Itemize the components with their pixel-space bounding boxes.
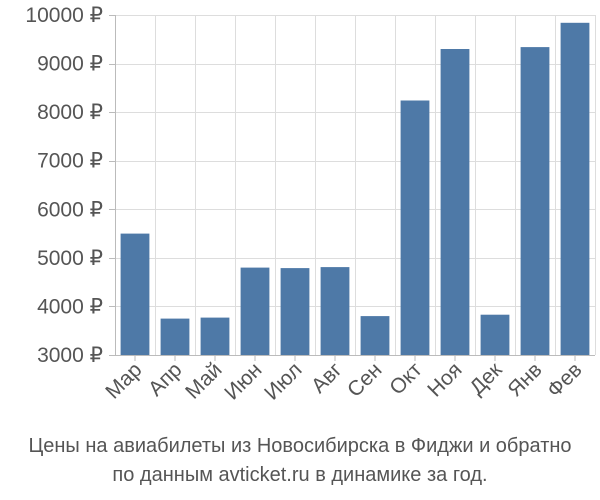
axes (115, 15, 595, 356)
y-tick-label: 6000 ₽ (37, 198, 103, 221)
x-tick-label: Янв (503, 358, 546, 401)
x-tick-label: Июл (260, 358, 306, 404)
x-tick-label: Окт (385, 358, 427, 400)
bar-Апр (160, 318, 190, 355)
x-tick-label: Июн (220, 358, 266, 404)
y-tick-label: 10000 ₽ (25, 4, 103, 27)
bar-Мар (120, 233, 150, 355)
bar-Ноя (440, 49, 470, 355)
y-tick-label: 5000 ₽ (37, 247, 103, 270)
bar-Дек (480, 314, 510, 355)
bar-Сен (360, 316, 390, 355)
y-tick-label: 7000 ₽ (37, 150, 103, 173)
x-tick-label: Мар (101, 358, 146, 403)
grid-lines (115, 15, 596, 356)
x-tick-label: Фев (543, 358, 587, 402)
x-tick-label: Сен (343, 358, 386, 401)
bars (120, 22, 590, 356)
bar-Янв (520, 47, 550, 355)
x-tick-label: Апр (144, 358, 186, 400)
y-tick-label: 8000 ₽ (37, 101, 103, 124)
bar-Июн (240, 267, 270, 355)
y-tick-label: 9000 ₽ (37, 53, 103, 76)
bar-Фев (560, 22, 590, 356)
x-tick-label: Авг (307, 358, 347, 398)
y-axis-ticks: 3000 ₽ 4000 ₽ 5000 ₽ 6000 ₽ 7000 ₽ 8000 ₽ 9000… (25, 4, 115, 367)
bar-Окт (400, 100, 430, 355)
y-tick-label: 3000 ₽ (37, 344, 103, 367)
chart-caption-line-2: по данным avticket.ru в динамике за год. (112, 464, 488, 486)
x-tick-label: Май (181, 358, 226, 403)
bar-Авг (320, 267, 350, 355)
bar-Май (200, 317, 230, 355)
x-tick-label: Дек (465, 358, 507, 400)
x-tick-label: Ноя (423, 358, 466, 401)
bar-Июл (280, 268, 310, 355)
chart-caption-line-1: Цены на авиабилеты из Новосибирска в Фид… (28, 435, 572, 457)
y-tick-label: 4000 ₽ (37, 295, 103, 318)
